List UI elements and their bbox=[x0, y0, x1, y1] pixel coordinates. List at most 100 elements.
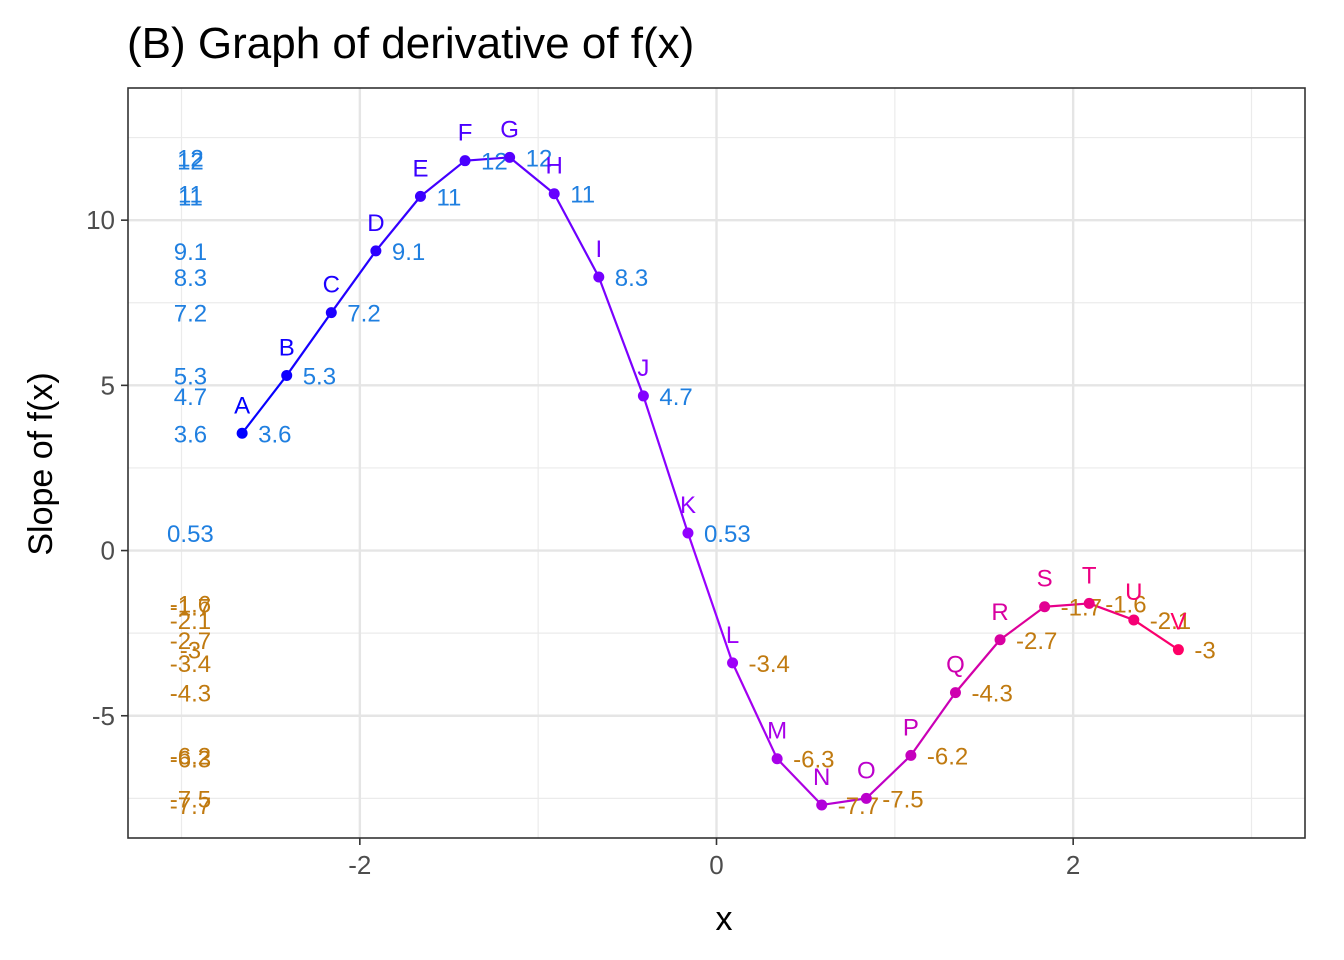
margin-value-label: -7.5 bbox=[170, 786, 211, 813]
line-segment bbox=[686, 532, 734, 664]
point-label-q: Q bbox=[946, 652, 965, 679]
margin-value-label: 12 bbox=[177, 145, 204, 172]
line-segment bbox=[375, 195, 422, 252]
value-label: 5.3 bbox=[303, 363, 336, 390]
value-label: -6.2 bbox=[927, 743, 968, 770]
margin-value-label: 9.1 bbox=[174, 239, 207, 266]
line-segment bbox=[508, 156, 555, 195]
value-label: -4.3 bbox=[971, 681, 1012, 708]
line-segment bbox=[999, 605, 1046, 641]
data-point-e bbox=[414, 190, 426, 202]
data-point-c bbox=[325, 307, 337, 319]
value-label: -1.6 bbox=[1105, 591, 1146, 618]
value-label: 3.6 bbox=[258, 421, 291, 448]
point-label-e: E bbox=[412, 155, 428, 182]
point-label-l: L bbox=[726, 622, 739, 649]
value-label: 12 bbox=[526, 145, 553, 172]
point-label-u: U bbox=[1125, 579, 1142, 606]
point-label-d: D bbox=[367, 210, 384, 237]
margin-value-label: -1.6 bbox=[170, 591, 211, 618]
data-point-a bbox=[236, 427, 248, 439]
point-label-j: J bbox=[637, 355, 649, 382]
value-label: 0.53 bbox=[704, 521, 751, 548]
data-point-r bbox=[994, 634, 1006, 646]
line-segment bbox=[330, 250, 377, 314]
data-point-o bbox=[860, 792, 872, 804]
point-label-g: G bbox=[500, 116, 519, 143]
margin-value-label: 5.3 bbox=[174, 363, 207, 390]
x-tick-label: 0 bbox=[709, 850, 723, 880]
margin-value-label: -2.1 bbox=[170, 608, 211, 635]
line-segment bbox=[865, 754, 912, 800]
line-segment bbox=[821, 797, 867, 807]
line-segment bbox=[597, 276, 645, 397]
line-segment bbox=[285, 312, 333, 377]
value-label: -2.7 bbox=[1016, 628, 1057, 655]
margin-value-label: 11 bbox=[178, 182, 203, 209]
point-label-o: O bbox=[857, 757, 876, 784]
value-label: 11 bbox=[570, 182, 595, 209]
margin-value-label: 4.7 bbox=[174, 384, 207, 411]
margin-value-label: -6.3 bbox=[170, 747, 211, 774]
data-point-s bbox=[1039, 601, 1051, 613]
y-tick-label: 5 bbox=[101, 370, 115, 400]
data-point-t bbox=[1083, 597, 1095, 609]
value-label: -3.4 bbox=[749, 651, 790, 678]
data-point-k bbox=[682, 527, 694, 539]
value-label: 8.3 bbox=[615, 265, 648, 292]
point-label-s: S bbox=[1037, 566, 1053, 593]
margin-value-label: -6.2 bbox=[170, 743, 211, 770]
line-segment bbox=[1044, 602, 1090, 608]
y-tick-label: -5 bbox=[92, 701, 115, 731]
data-point-l bbox=[727, 657, 739, 669]
point-label-h: H bbox=[546, 153, 563, 180]
value-label: 4.7 bbox=[659, 384, 692, 411]
y-tick-label: 10 bbox=[86, 205, 115, 235]
margin-value-label: 12 bbox=[177, 149, 204, 176]
line-segment bbox=[909, 691, 957, 757]
point-label-t: T bbox=[1082, 562, 1097, 589]
line-segment bbox=[642, 395, 690, 534]
data-point-d bbox=[370, 245, 382, 257]
margin-value-label: -1.7 bbox=[170, 595, 211, 622]
data-point-v bbox=[1172, 644, 1184, 656]
margin-value-label: 0.53 bbox=[167, 521, 214, 548]
value-label: 7.2 bbox=[347, 301, 380, 328]
value-label: -3 bbox=[1194, 638, 1215, 665]
value-label: -7.5 bbox=[882, 786, 923, 813]
line-segment bbox=[553, 193, 600, 278]
x-tick-label: 2 bbox=[1066, 850, 1080, 880]
margin-value-label: -2.7 bbox=[170, 628, 211, 655]
line-segment bbox=[464, 156, 510, 162]
data-point-g bbox=[504, 151, 516, 163]
data-point-j bbox=[637, 390, 649, 402]
line-segment bbox=[241, 374, 288, 434]
y-axis-title: Slope of f(x) bbox=[22, 372, 60, 555]
line-segment bbox=[954, 639, 1001, 694]
value-label: 12 bbox=[481, 149, 508, 176]
point-label-n: N bbox=[813, 764, 830, 791]
value-label: 9.1 bbox=[392, 239, 425, 266]
line-segment bbox=[1133, 619, 1179, 651]
data-point-q bbox=[949, 687, 961, 699]
point-label-p: P bbox=[903, 714, 919, 741]
margin-value-label: -4.3 bbox=[170, 681, 211, 708]
value-label: -2.1 bbox=[1150, 608, 1191, 635]
point-label-b: B bbox=[279, 334, 295, 361]
line-segment bbox=[1088, 602, 1135, 621]
data-point-n bbox=[816, 799, 828, 811]
margin-value-label: 7.2 bbox=[174, 301, 207, 328]
line-segment bbox=[419, 159, 466, 198]
margin-value-label: 11 bbox=[178, 184, 203, 211]
data-point-u bbox=[1128, 614, 1140, 626]
point-label-i: I bbox=[595, 236, 602, 263]
value-label: 11 bbox=[436, 184, 461, 211]
data-point-p bbox=[905, 749, 917, 761]
data-point-m bbox=[771, 753, 783, 765]
x-tick-label: -2 bbox=[348, 850, 371, 880]
point-label-v: V bbox=[1170, 609, 1186, 636]
chart-title: (B) Graph of derivative of f(x) bbox=[127, 19, 694, 68]
value-label: -6.3 bbox=[793, 747, 834, 774]
point-label-k: K bbox=[680, 492, 696, 519]
